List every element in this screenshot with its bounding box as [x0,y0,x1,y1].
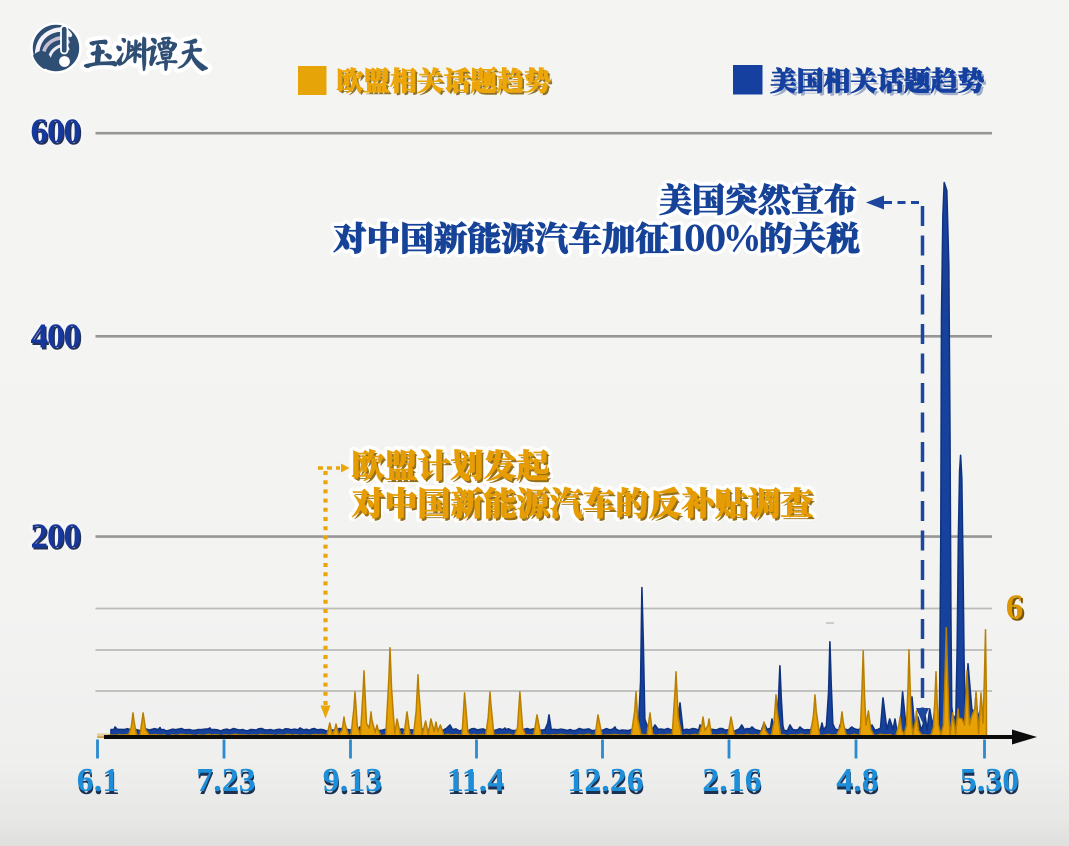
svg-text:600: 600 [31,112,81,151]
svg-text:9.13: 9.13 [323,765,383,802]
svg-text:600: 600 [31,112,81,151]
svg-text:200: 200 [32,519,82,558]
svg-text:11.4: 11.4 [447,762,505,799]
svg-text:6: 6 [1006,588,1024,627]
svg-text:400: 400 [31,317,81,356]
svg-text:400: 400 [32,319,82,358]
svg-text:11.4: 11.4 [447,765,505,802]
svg-text:4.8: 4.8 [836,762,879,799]
svg-text:4.8: 4.8 [837,765,880,802]
svg-text:2.16: 2.16 [703,765,763,802]
svg-text:5.30: 5.30 [960,762,1020,799]
svg-text:9.13: 9.13 [323,762,383,799]
svg-text:5.30: 5.30 [960,765,1020,802]
svg-text:12.26: 12.26 [568,765,645,802]
svg-text:200: 200 [31,517,81,556]
svg-text:2.16: 2.16 [702,762,762,799]
svg-text:6.1: 6.1 [77,762,120,799]
svg-text:400: 400 [31,317,81,356]
svg-text:12.26: 12.26 [567,762,644,799]
svg-text:6.1: 6.1 [77,765,120,802]
svg-text:200: 200 [31,517,81,556]
svg-text:7.23: 7.23 [196,762,256,799]
svg-text:6: 6 [1008,590,1026,629]
svg-text:600: 600 [32,114,82,153]
svg-text:7.23: 7.23 [197,765,257,802]
